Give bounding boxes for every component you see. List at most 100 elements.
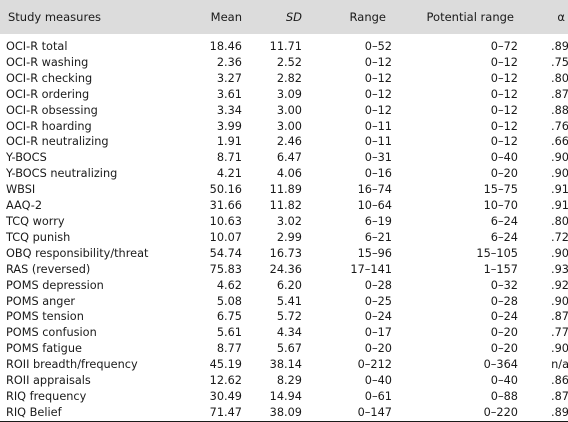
- cell-range: 0–147: [308, 404, 398, 422]
- table-row: Y-BOCS 8.71 6.47 0–31 0–40 .90: [0, 150, 568, 166]
- cell-potential-range: 0–28: [490, 294, 518, 308]
- cell-mean: 8.71: [216, 151, 242, 165]
- cell-study-measure: AAQ-2: [6, 199, 43, 213]
- cell-range: 0–40: [364, 374, 392, 388]
- cell-mean: 3.61: [216, 87, 242, 101]
- cell-range: 0–25: [364, 294, 392, 308]
- cell-range: 16–74: [357, 183, 392, 197]
- cell-study-measure: RAS (reversed): [6, 262, 91, 276]
- table-body: OCI-R total 18.46 11.71 0–52 0–72 .89 OCI-R wa…: [0, 34, 568, 422]
- header-sd: SD: [248, 0, 308, 34]
- cell-potential-range: 0–12: [490, 87, 518, 101]
- cell-study-measure: ROII appraisals: [6, 374, 91, 388]
- cell-sd: 4.34: [276, 326, 302, 340]
- header-sd-label: SD: [285, 10, 302, 24]
- cell-potential-range: 10–70: [483, 199, 518, 213]
- cell-range: 0–17: [364, 326, 392, 340]
- cell-alpha: .80: [551, 214, 568, 228]
- cell-range: 6–21: [364, 230, 392, 244]
- cell-alpha: .72: [551, 230, 568, 244]
- cell-mean: 2.36: [216, 55, 242, 69]
- cell-alpha: .89: [551, 40, 568, 53]
- table-row: POMS tension 6.75 5.72 0–24 0–24 .87: [0, 309, 568, 325]
- cell-sd: 5.67: [276, 342, 302, 356]
- cell-range: 0–61: [364, 389, 392, 403]
- header-mean: Mean: [210, 10, 242, 24]
- cell-study-measure: TCQ punish: [6, 230, 71, 244]
- cell-alpha: .90: [551, 151, 568, 165]
- table-row: OCI-R hoarding 3.99 3.00 0–11 0–12 .76: [0, 119, 568, 135]
- table-row: POMS anger 5.08 5.41 0–25 0–28 .90: [0, 294, 568, 310]
- table-row: TCQ worry 10.63 3.02 6–19 6–24 .80: [0, 214, 568, 230]
- cell-alpha: .90: [551, 167, 568, 181]
- cell-sd: 16.73: [269, 246, 302, 260]
- cell-mean: 3.27: [216, 71, 242, 85]
- cell-sd: 6.20: [276, 278, 302, 292]
- cell-sd: 11.71: [269, 40, 302, 53]
- cell-potential-range: 0–20: [490, 167, 518, 181]
- cell-study-measure: WBSI: [6, 183, 36, 197]
- cell-range: 0–212: [357, 358, 392, 372]
- cell-range: 10–64: [357, 199, 392, 213]
- cell-potential-range: 0–72: [490, 40, 518, 53]
- cell-study-measure: OCI-R ordering: [6, 87, 90, 101]
- cell-mean: 5.61: [216, 326, 242, 340]
- cell-alpha: n/a: [551, 358, 568, 372]
- cell-alpha: .80: [551, 71, 568, 85]
- cell-sd: 2.99: [276, 230, 302, 244]
- cell-study-measure: Y-BOCS neutralizing: [6, 167, 118, 181]
- cell-study-measure: OCI-R obsessing: [6, 103, 98, 117]
- cell-potential-range: 0–12: [490, 135, 518, 149]
- cell-alpha: .88: [551, 103, 568, 117]
- cell-range: 0–28: [364, 278, 392, 292]
- cell-mean: 10.63: [209, 214, 242, 228]
- cell-sd: 3.00: [276, 103, 302, 117]
- cell-sd: 5.72: [276, 310, 302, 324]
- cell-sd: 3.09: [276, 87, 302, 101]
- table-row: RAS (reversed) 75.83 24.36 17–141 1–157 .93: [0, 262, 568, 278]
- cell-sd: 2.46: [276, 135, 302, 149]
- cell-range: 17–141: [350, 262, 392, 276]
- cell-alpha: .75: [551, 55, 568, 69]
- cell-potential-range: 0–12: [490, 55, 518, 69]
- cell-mean: 18.46: [209, 40, 242, 53]
- cell-potential-range: 0–88: [490, 389, 518, 403]
- table-row: POMS confusion 5.61 4.34 0–17 0–20 .77: [0, 325, 568, 341]
- cell-sd: 5.41: [276, 294, 302, 308]
- cell-sd: 4.06: [276, 167, 302, 181]
- cell-mean: 30.49: [209, 389, 242, 403]
- header-row: Study measures Mean SD Range Potential r…: [0, 0, 568, 34]
- cell-range: 0–11: [364, 119, 392, 133]
- cell-alpha: .91: [551, 183, 568, 197]
- table-row: ROII breadth/frequency 45.19 38.14 0–212 0–3…: [0, 357, 568, 373]
- header-potential-range: Potential range: [426, 10, 514, 24]
- table-row: OCI-R obsessing 3.34 3.00 0–12 0–12 .88: [0, 103, 568, 119]
- cell-potential-range: 0–12: [490, 119, 518, 133]
- cell-mean: 1.91: [216, 135, 242, 149]
- cell-alpha: .76: [551, 119, 568, 133]
- table-row: WBSI 50.16 11.89 16–74 15–75 .91: [0, 182, 568, 198]
- cell-alpha: .66: [551, 135, 568, 149]
- cell-sd: 3.00: [276, 119, 302, 133]
- table-row: TCQ punish 10.07 2.99 6–21 6–24 .72: [0, 230, 568, 246]
- cell-range: 0–12: [364, 71, 392, 85]
- cell-potential-range: 1–157: [483, 262, 518, 276]
- cell-sd: 3.02: [276, 214, 302, 228]
- cell-potential-range: 15–75: [483, 183, 518, 197]
- cell-alpha: .92: [551, 278, 568, 292]
- table-row: ROII appraisals 12.62 8.29 0–40 0–40 .86: [0, 373, 568, 389]
- cell-alpha: .90: [551, 294, 568, 308]
- cell-alpha: .93: [551, 262, 568, 276]
- cell-potential-range: 6–24: [490, 230, 518, 244]
- cell-mean: 54.74: [209, 246, 242, 260]
- cell-alpha: .77: [551, 326, 568, 340]
- table-row: RIQ Belief 71.47 38.09 0–147 0–220.89: [0, 404, 568, 422]
- cell-alpha: .90: [551, 246, 568, 260]
- cell-alpha: .89: [524, 404, 568, 422]
- cell-mean: 5.08: [216, 294, 242, 308]
- cell-range: 0–20: [364, 342, 392, 356]
- cell-mean: 8.77: [216, 342, 242, 356]
- header-range: Range: [349, 10, 386, 24]
- table-row: OCI-R washing 2.36 2.52 0–12 0–12 .75: [0, 55, 568, 71]
